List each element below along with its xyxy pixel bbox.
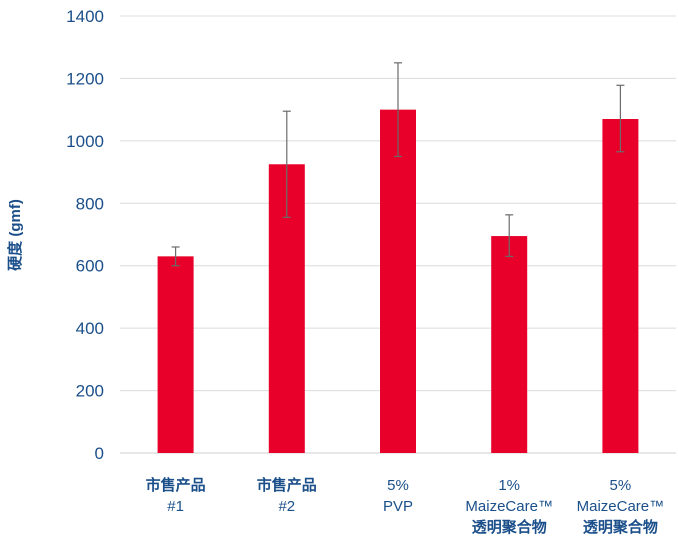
error-bars — [171, 62, 625, 267]
x-axis-labels: 市售产品 #1 市售产品 #2 5% PVP 1% MaizeCare™ 透明聚合物 5% Maiz… — [146, 476, 665, 536]
y-tick-label: 1000 — [66, 132, 104, 151]
x-category-label: 透明聚合物 — [583, 518, 658, 536]
x-category-label: 1% — [498, 477, 520, 494]
y-tick-label: 1400 — [66, 7, 104, 26]
bars — [157, 109, 639, 454]
y-tick-label: 200 — [76, 382, 104, 401]
x-category-label: 透明聚合物 — [472, 518, 547, 536]
y-axis-title: 硬度 (gmf) — [6, 199, 24, 271]
bar — [491, 236, 528, 453]
y-tick-label: 1200 — [66, 69, 104, 88]
y-tick-label: 600 — [76, 257, 104, 276]
y-axis-ticks: 0 200 400 600 800 1000 1200 1400 — [66, 7, 104, 463]
x-category-label: #1 — [167, 498, 184, 515]
x-category-label: PVP — [383, 498, 413, 515]
y-tick-label: 800 — [76, 194, 104, 213]
x-category-label: 5% — [387, 477, 409, 494]
y-tick-label: 400 — [76, 319, 104, 338]
x-category-label: 5% — [610, 477, 632, 494]
bar — [157, 256, 194, 453]
y-tick-label: 0 — [95, 444, 104, 463]
x-category-label: 市售产品 — [257, 476, 317, 494]
x-category-label: MaizeCare™ — [465, 498, 553, 515]
bar — [380, 109, 416, 454]
bar — [602, 119, 639, 453]
x-category-label: MaizeCare™ — [577, 498, 665, 515]
x-category-label: #2 — [278, 498, 295, 515]
x-category-label: 市售产品 — [146, 476, 206, 494]
